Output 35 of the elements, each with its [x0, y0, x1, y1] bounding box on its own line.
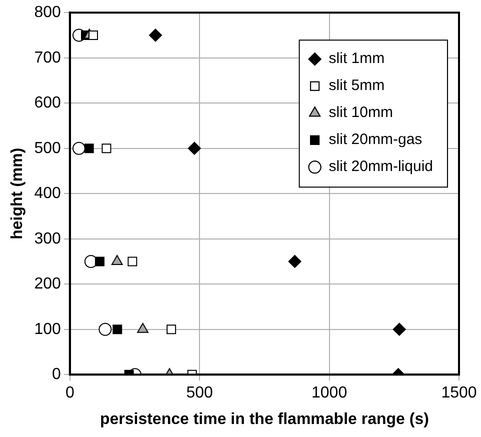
point [72, 142, 86, 155]
x-tick-label: 1000 [312, 384, 348, 402]
point [102, 144, 112, 154]
y-tick-label: 500 [34, 140, 61, 157]
y-tick-label: 100 [34, 320, 61, 338]
x-tick-label: 1500 [441, 384, 477, 402]
point [392, 322, 406, 336]
y-tick-label: 600 [34, 94, 61, 112]
x-axis-title: persistence time in the flammable range (s) [100, 410, 429, 428]
y-tick-label: 700 [34, 49, 61, 66]
y-axis-title: height (mm) [9, 148, 26, 240]
x-tick-label: 0 [65, 384, 74, 402]
point [98, 322, 112, 336]
point [112, 324, 122, 334]
legend-label: slit 20mm-gas [328, 131, 422, 148]
y-tick-label: 300 [34, 230, 61, 248]
point [128, 256, 138, 266]
y-tick-label: 400 [34, 185, 61, 202]
point [188, 142, 201, 155]
y-tick-label: 200 [34, 276, 61, 293]
legend-label: slit 1mm [328, 50, 385, 68]
point [94, 256, 104, 266]
point [166, 324, 176, 334]
y-tick-label: 0 [52, 366, 61, 384]
point [149, 28, 162, 42]
legend-label: slit 20mm-liquid [328, 158, 434, 176]
point [288, 254, 302, 268]
y-tick-label: 800 [34, 4, 61, 22]
point [137, 322, 148, 333]
point [111, 254, 123, 265]
legend-label: slit 10mm [328, 104, 393, 122]
point [88, 30, 98, 40]
x-tick-label: 500 [186, 384, 214, 402]
legend-label: slit 5mm [328, 77, 385, 94]
point [84, 144, 94, 154]
